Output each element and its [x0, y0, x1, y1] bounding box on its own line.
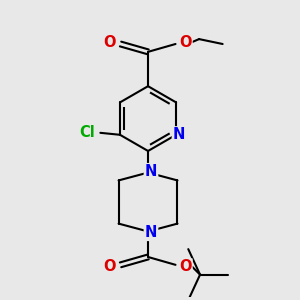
Text: O: O: [179, 34, 192, 50]
Text: O: O: [103, 34, 116, 50]
Text: N: N: [173, 127, 185, 142]
Text: N: N: [145, 225, 157, 240]
Text: O: O: [179, 259, 192, 274]
Text: N: N: [145, 164, 157, 179]
Text: Cl: Cl: [80, 125, 95, 140]
Text: O: O: [103, 259, 116, 274]
